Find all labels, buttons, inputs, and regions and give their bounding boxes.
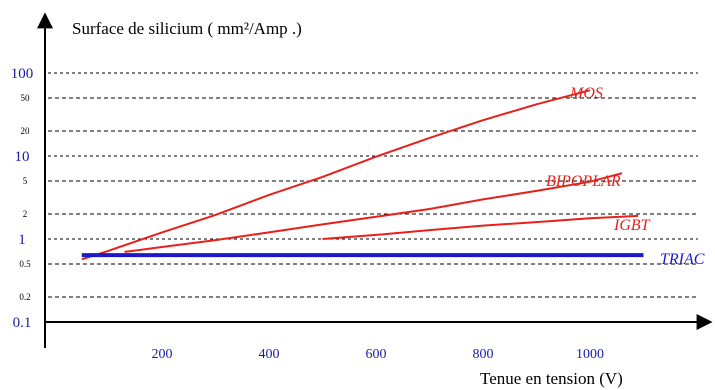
series-label-bipoplar: BIPOPLAR <box>546 173 621 190</box>
series-label-igbt: IGBT <box>613 217 651 234</box>
y-tick-label: 0.2 <box>19 292 30 302</box>
x-axis-title: Tenue en tension (V) <box>480 369 623 388</box>
series-line-mos <box>81 89 591 261</box>
x-tick-label: 1000 <box>576 347 604 362</box>
y-tick-labels: 100 50 20 10 5 2 1 0.5 0.2 0.1 <box>11 66 34 331</box>
x-tick-labels: 200 400 600 800 1000 <box>152 347 605 362</box>
x-tick-label: 200 <box>152 347 173 362</box>
series-label-mos: MOS <box>569 85 603 102</box>
y-tick-label: 1 <box>18 232 26 248</box>
y-tick-label: 5 <box>23 176 28 186</box>
y-tick-label: 20 <box>21 126 31 136</box>
y-tick-label: 2 <box>23 209 28 219</box>
x-tick-label: 600 <box>366 347 387 362</box>
y-tick-label: 10 <box>15 149 30 165</box>
series-label-triac: TRIAC <box>660 251 705 268</box>
y-tick-label: 0.5 <box>19 259 31 269</box>
y-tick-label: 100 <box>11 66 34 82</box>
y-axis-title: Surface de silicium ( mm²/Amp .) <box>72 19 302 38</box>
x-tick-label: 400 <box>259 347 280 362</box>
grid-lines <box>48 72 698 298</box>
series-line-bipoplar <box>124 172 623 253</box>
series-lines <box>81 89 644 261</box>
y-tick-label: 0.1 <box>13 315 32 331</box>
x-tick-label: 800 <box>473 347 494 362</box>
series-line-igbt <box>322 214 639 240</box>
y-tick-label: 50 <box>21 93 31 103</box>
